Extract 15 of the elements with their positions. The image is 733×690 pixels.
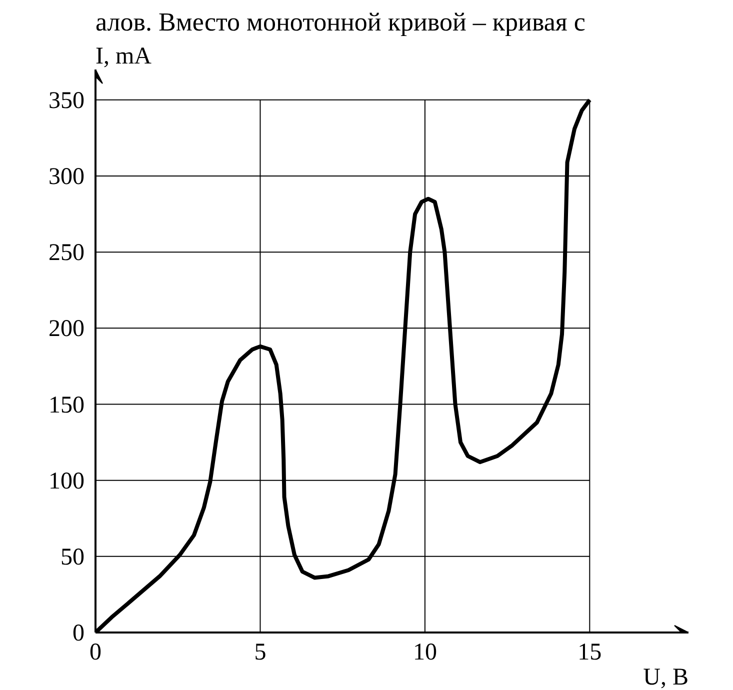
x-tick-label: 10: [412, 640, 437, 666]
y-tick-label: 100: [48, 468, 84, 494]
y-tick-label: 50: [60, 544, 84, 570]
y-tick-label: 350: [48, 88, 84, 114]
y-tick-label: 250: [48, 240, 84, 266]
x-tick-label: 5: [254, 640, 266, 666]
text: алов. Вместо монотонной кривой – кривая с: [96, 8, 586, 36]
y-tick-label: 150: [48, 392, 84, 418]
y-tick-label: 300: [48, 164, 84, 190]
x-axis-title: U, B: [643, 664, 689, 690]
y-tick-label: 200: [48, 316, 84, 342]
x-tick-label: 15: [578, 640, 602, 666]
y-axis-title: I, mA: [96, 44, 152, 70]
x-tick-label: 0: [90, 640, 102, 666]
y-tick-label: 0: [72, 620, 84, 646]
